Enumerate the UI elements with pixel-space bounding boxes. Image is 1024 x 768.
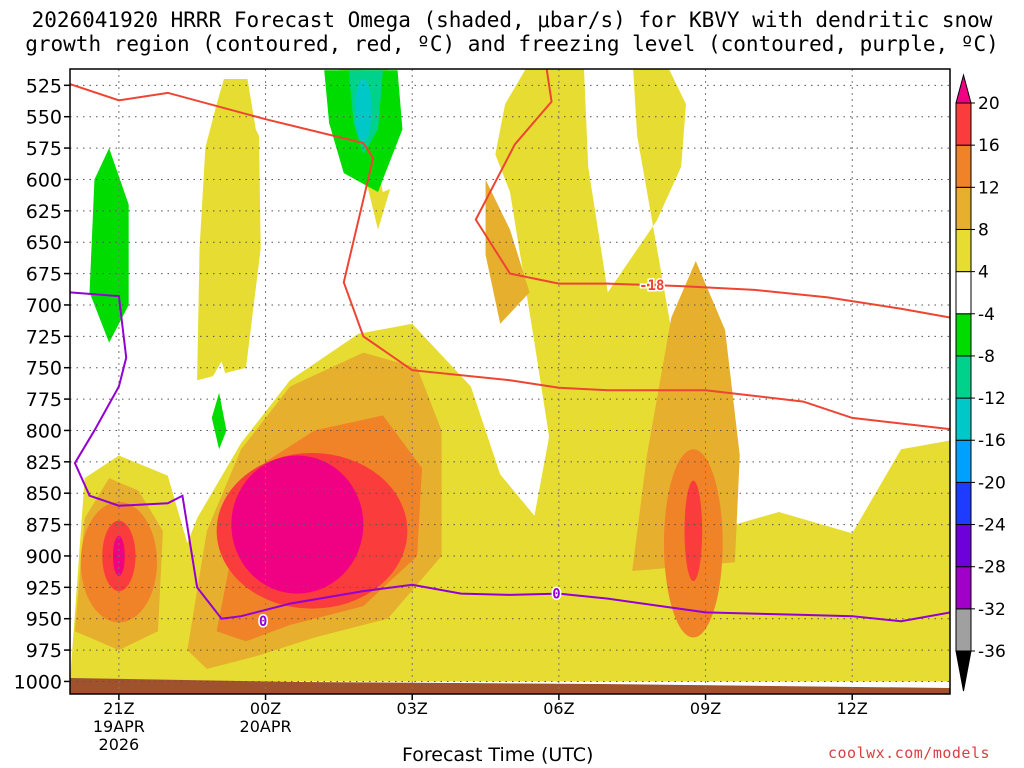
- y-tick-label: 725: [26, 326, 62, 348]
- y-tick-label: 825: [26, 452, 62, 474]
- x-axis-label: Forecast Time (UTC): [402, 744, 594, 766]
- colorbar-arrow-low: [955, 650, 972, 692]
- grid: [70, 69, 950, 694]
- dgz-contour-minus12: [70, 83, 950, 431]
- y-tick-label: 950: [26, 609, 62, 631]
- chart-title-line1: 2026041920 HRRR Forecast Omega (shaded, …: [31, 8, 993, 32]
- x-tick-label: 06Z: [543, 699, 574, 718]
- omega-subsidence-core-16: [355, 79, 372, 142]
- colorbar-label: -12: [978, 389, 1006, 409]
- y-tick-label: 875: [26, 515, 62, 537]
- colorbar-swatch: [955, 102, 972, 146]
- colorbar-label: 12: [978, 178, 1000, 198]
- x-tick-date: 2026: [99, 735, 140, 754]
- colorbar-label: 20: [978, 94, 1000, 114]
- omega-shading: [70, 69, 950, 694]
- colorbar-label: 4: [978, 263, 989, 283]
- colorbar-swatch: [955, 439, 972, 483]
- site-credit[interactable]: coolwx.com/models: [828, 744, 991, 762]
- omega-updraft-central-20: [231, 455, 364, 594]
- colorbar-swatch: [955, 481, 972, 526]
- colorbar-swatch: [955, 228, 972, 273]
- colorbar-swatch: [955, 608, 972, 652]
- colorbar-label: 8: [978, 220, 989, 240]
- y-tick-label: 625: [26, 201, 62, 223]
- contour-label-2: 0: [259, 614, 267, 630]
- colorbar-swatch: [955, 186, 972, 230]
- colorbar-label: -36: [978, 642, 1006, 662]
- dgz-contour-minus18: [474, 69, 950, 319]
- x-tick-label: 21Z: [103, 699, 134, 718]
- colorbar-label: -4: [978, 305, 995, 325]
- contour-label-1: 0: [552, 587, 560, 603]
- colorbar-swatch: [955, 524, 972, 568]
- omega-subsidence-far-east: [847, 279, 867, 387]
- colorbar-arrow-high: [955, 73, 972, 104]
- colorbar-swatch: [955, 271, 972, 315]
- colorbar-label: -28: [978, 558, 1006, 578]
- y-tick-label: 800: [26, 420, 62, 442]
- colorbar: -36 -32 -28 -24 -20 -16 -12 -8 -4 4 8 12 16 20: [955, 73, 1006, 692]
- y-tick-label: 650: [26, 232, 62, 254]
- plot-frame: [69, 68, 951, 695]
- colorbar-swatch: [955, 355, 972, 399]
- y-tick-label: 925: [26, 577, 62, 599]
- colorbar-swatch: [955, 313, 972, 357]
- y-tick-label: 900: [26, 546, 62, 568]
- x-tick-label: 09Z: [690, 699, 721, 718]
- colorbar-swatch: [955, 566, 972, 610]
- y-tick-label: 550: [26, 107, 62, 129]
- freezing-level-contour: [70, 291, 950, 623]
- x-tick-label: 12Z: [837, 699, 868, 718]
- omega-updraft-east-16: [684, 480, 703, 582]
- y-tick-label: 750: [26, 358, 62, 380]
- y-tick-label: 700: [26, 295, 62, 317]
- chart-title-line2: growth region (contoured, red, ºC) and f…: [25, 32, 999, 56]
- omega-subsidence-small-8: [211, 392, 227, 450]
- contour-label-0: -18: [639, 278, 664, 294]
- omega-updraft-column: [495, 69, 608, 437]
- colorbar-label: -20: [978, 473, 1006, 493]
- y-tick-label: 775: [26, 389, 62, 411]
- y-tick-label: 525: [26, 75, 62, 97]
- y-tick-label: 575: [26, 138, 62, 160]
- colorbar-swatch: [955, 144, 972, 188]
- colorbar-swatch: [955, 397, 972, 441]
- x-tick-date: 19APR: [93, 717, 145, 736]
- y-tick-label: 600: [26, 169, 62, 191]
- y-tick-label: 850: [26, 483, 62, 505]
- axes: 525 550 575 600 625 650 675 700 725 750 775 800 825 8…: [14, 75, 868, 754]
- colorbar-label: -16: [978, 431, 1006, 451]
- contours: -18 0 0: [70, 69, 950, 632]
- colorbar-label: -8: [978, 347, 995, 367]
- y-tick-label: 1000: [14, 671, 62, 693]
- colorbar-label: -24: [978, 516, 1006, 536]
- colorbar-label: -32: [978, 600, 1006, 620]
- ground-terrain: [70, 678, 950, 694]
- x-tick-label: 00Z: [250, 699, 281, 718]
- colorbar-label: 16: [978, 136, 1000, 156]
- y-tick-label: 975: [26, 640, 62, 662]
- omega-updraft-upper-8: [485, 179, 530, 324]
- y-tick-label: 675: [26, 264, 62, 286]
- x-tick-date: 20APR: [240, 717, 292, 736]
- x-tick-label: 03Z: [397, 699, 428, 718]
